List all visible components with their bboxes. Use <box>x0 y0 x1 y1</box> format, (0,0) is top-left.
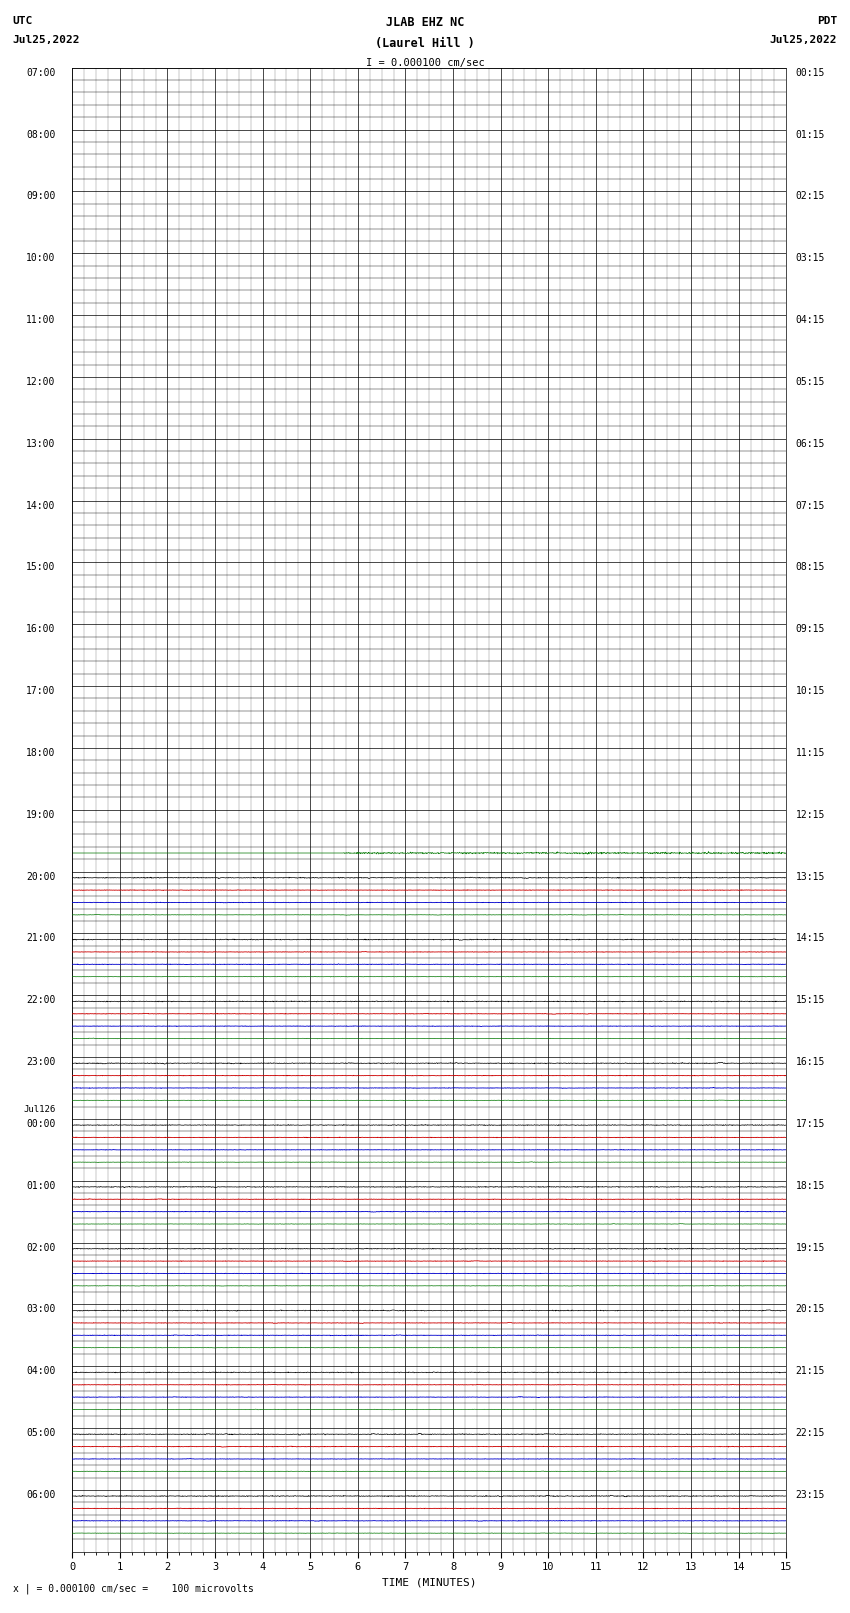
Text: 03:15: 03:15 <box>796 253 825 263</box>
Text: 04:00: 04:00 <box>26 1366 55 1376</box>
Text: 05:15: 05:15 <box>796 377 825 387</box>
Text: 21:15: 21:15 <box>796 1366 825 1376</box>
Text: 23:15: 23:15 <box>796 1490 825 1500</box>
Text: 15:15: 15:15 <box>796 995 825 1005</box>
Text: 12:15: 12:15 <box>796 810 825 819</box>
Text: 13:00: 13:00 <box>26 439 55 448</box>
Text: 09:15: 09:15 <box>796 624 825 634</box>
Text: JLAB EHZ NC: JLAB EHZ NC <box>386 16 464 29</box>
Text: 17:00: 17:00 <box>26 686 55 697</box>
Text: 10:00: 10:00 <box>26 253 55 263</box>
Text: 12:00: 12:00 <box>26 377 55 387</box>
Text: 03:00: 03:00 <box>26 1305 55 1315</box>
Text: Jul25,2022: Jul25,2022 <box>770 35 837 45</box>
Text: 02:15: 02:15 <box>796 192 825 202</box>
Text: 22:00: 22:00 <box>26 995 55 1005</box>
Text: 11:00: 11:00 <box>26 315 55 326</box>
Text: 07:00: 07:00 <box>26 68 55 77</box>
Text: 09:00: 09:00 <box>26 192 55 202</box>
Text: x | = 0.000100 cm/sec =    100 microvolts: x | = 0.000100 cm/sec = 100 microvolts <box>13 1582 253 1594</box>
Text: 15:00: 15:00 <box>26 563 55 573</box>
Text: (Laurel Hill ): (Laurel Hill ) <box>375 37 475 50</box>
Text: 18:00: 18:00 <box>26 748 55 758</box>
Text: 01:00: 01:00 <box>26 1181 55 1190</box>
Text: UTC: UTC <box>13 16 33 26</box>
Text: 14:00: 14:00 <box>26 500 55 511</box>
Text: I = 0.000100 cm/sec: I = 0.000100 cm/sec <box>366 58 484 68</box>
Text: 17:15: 17:15 <box>796 1119 825 1129</box>
Text: 11:15: 11:15 <box>796 748 825 758</box>
X-axis label: TIME (MINUTES): TIME (MINUTES) <box>382 1578 477 1587</box>
Text: 22:15: 22:15 <box>796 1428 825 1439</box>
Text: 01:15: 01:15 <box>796 129 825 140</box>
Text: 02:00: 02:00 <box>26 1242 55 1253</box>
Text: 20:15: 20:15 <box>796 1305 825 1315</box>
Text: 10:15: 10:15 <box>796 686 825 697</box>
Text: 06:00: 06:00 <box>26 1490 55 1500</box>
Text: PDT: PDT <box>817 16 837 26</box>
Text: 05:00: 05:00 <box>26 1428 55 1439</box>
Text: 19:15: 19:15 <box>796 1242 825 1253</box>
Text: 06:15: 06:15 <box>796 439 825 448</box>
Text: 16:00: 16:00 <box>26 624 55 634</box>
Text: Jul126: Jul126 <box>23 1105 55 1115</box>
Text: 19:00: 19:00 <box>26 810 55 819</box>
Text: Jul25,2022: Jul25,2022 <box>13 35 80 45</box>
Text: 00:15: 00:15 <box>796 68 825 77</box>
Text: 08:00: 08:00 <box>26 129 55 140</box>
Text: 23:00: 23:00 <box>26 1057 55 1068</box>
Text: 08:15: 08:15 <box>796 563 825 573</box>
Text: 21:00: 21:00 <box>26 934 55 944</box>
Text: 04:15: 04:15 <box>796 315 825 326</box>
Text: 07:15: 07:15 <box>796 500 825 511</box>
Text: 18:15: 18:15 <box>796 1181 825 1190</box>
Text: 14:15: 14:15 <box>796 934 825 944</box>
Text: 20:00: 20:00 <box>26 871 55 882</box>
Text: 00:00: 00:00 <box>26 1119 55 1129</box>
Text: 13:15: 13:15 <box>796 871 825 882</box>
Text: 16:15: 16:15 <box>796 1057 825 1068</box>
